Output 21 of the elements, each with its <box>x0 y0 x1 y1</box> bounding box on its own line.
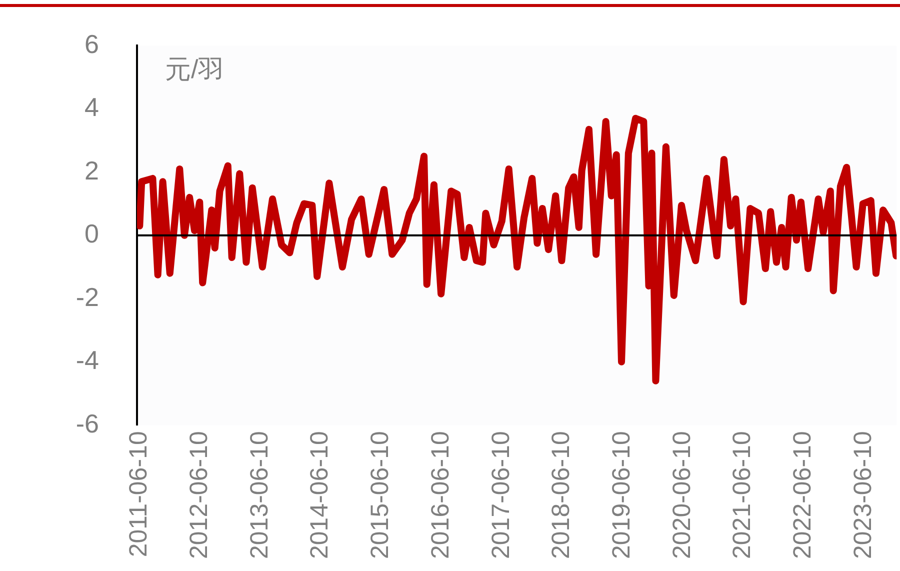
x-tick-label: 2018-06-10 <box>547 431 576 560</box>
x-tick-label: 2016-06-10 <box>426 431 454 560</box>
x-tick-label: 2011-06-10 <box>124 431 153 558</box>
x-tick-label: 2017-06-10 <box>486 431 515 560</box>
y-tick-label: -2 <box>76 282 99 312</box>
x-tick-label: 2021-06-10 <box>728 431 756 560</box>
x-tick-label: 2023-06-10 <box>848 431 877 560</box>
x-tick-label: 2020-06-10 <box>668 431 696 560</box>
y-tick-label: -6 <box>76 408 99 438</box>
x-tick-label: 2015-06-10 <box>366 431 394 560</box>
x-tick-label: 2014-06-10 <box>306 431 334 560</box>
y-tick-label: 4 <box>84 92 99 122</box>
x-tick-label: 2019-06-10 <box>607 431 636 560</box>
x-tick-label: 2013-06-10 <box>245 431 274 560</box>
y-tick-label: 6 <box>84 28 99 59</box>
x-tick-label: 2012-06-10 <box>185 431 214 560</box>
y-tick-label: 2 <box>84 155 99 186</box>
y-tick-label: -4 <box>76 345 99 376</box>
x-tick-label: 2022-06-10 <box>788 431 816 560</box>
y-tick-label: 0 <box>84 218 99 249</box>
y-axis-title: 元/羽 <box>165 54 224 84</box>
